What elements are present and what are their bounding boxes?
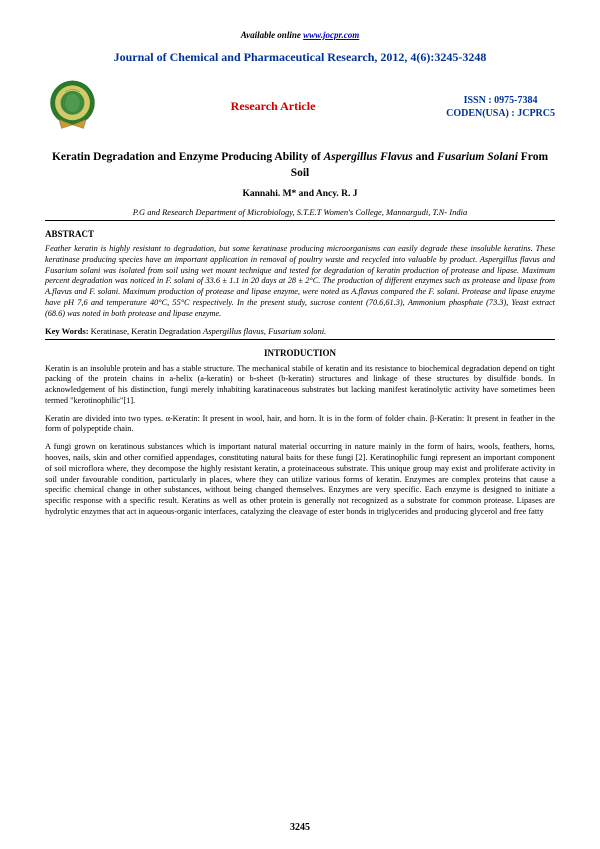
page: Available online www.jocpr.com Journal o… xyxy=(0,0,600,849)
title-part1: Keratin Degradation and Enzyme Producing… xyxy=(52,151,324,163)
header-row: Research Article ISSN : 0975-7384 CODEN(… xyxy=(45,79,555,134)
article-title: Keratin Degradation and Enzyme Producing… xyxy=(45,150,555,181)
abstract-text: Feather keratin is highly resistant to d… xyxy=(45,244,555,319)
divider-1 xyxy=(45,220,555,221)
jocpr-link[interactable]: www.jocpr.com xyxy=(303,30,359,40)
keywords-plain: Keratinase, Keratin Degradation xyxy=(91,326,203,336)
title-italic1: Aspergillus Flavus xyxy=(324,151,413,163)
keywords-line: Key Words: Keratinase, Keratin Degradati… xyxy=(45,326,555,336)
abstract-label: ABSTRACT xyxy=(45,229,555,239)
journal-title: Journal of Chemical and Pharmaceutical R… xyxy=(45,50,555,65)
available-prefix: Available online xyxy=(241,30,303,40)
divider-2 xyxy=(45,339,555,340)
journal-seal-icon xyxy=(45,79,100,134)
available-online-line: Available online www.jocpr.com xyxy=(45,30,555,40)
intro-para-1: Keratin is an insoluble protein and has … xyxy=(45,364,555,407)
title-italic2: Fusarium Solani xyxy=(437,151,518,163)
intro-para-3: A fungi grown on keratinous substances w… xyxy=(45,442,555,517)
title-part2: and xyxy=(413,151,437,163)
introduction-heading: INTRODUCTION xyxy=(45,348,555,358)
keywords-italic: Aspergillus flavus, Fusarium solani. xyxy=(203,326,326,336)
issn-line1: ISSN : 0975-7384 xyxy=(446,94,555,107)
research-article-label: Research Article xyxy=(100,99,446,114)
intro-para-2: Keratin are divided into two types. α-Ke… xyxy=(45,414,555,436)
issn-block: ISSN : 0975-7384 CODEN(USA) : JCPRC5 xyxy=(446,94,555,120)
issn-line2: CODEN(USA) : JCPRC5 xyxy=(446,107,555,120)
authors: Kannahi. M* and Ancy. R. J xyxy=(45,189,555,199)
affiliation: P.G and Research Department of Microbiol… xyxy=(45,207,555,217)
keywords-label: Key Words: xyxy=(45,326,91,336)
page-number: 3245 xyxy=(0,822,600,833)
